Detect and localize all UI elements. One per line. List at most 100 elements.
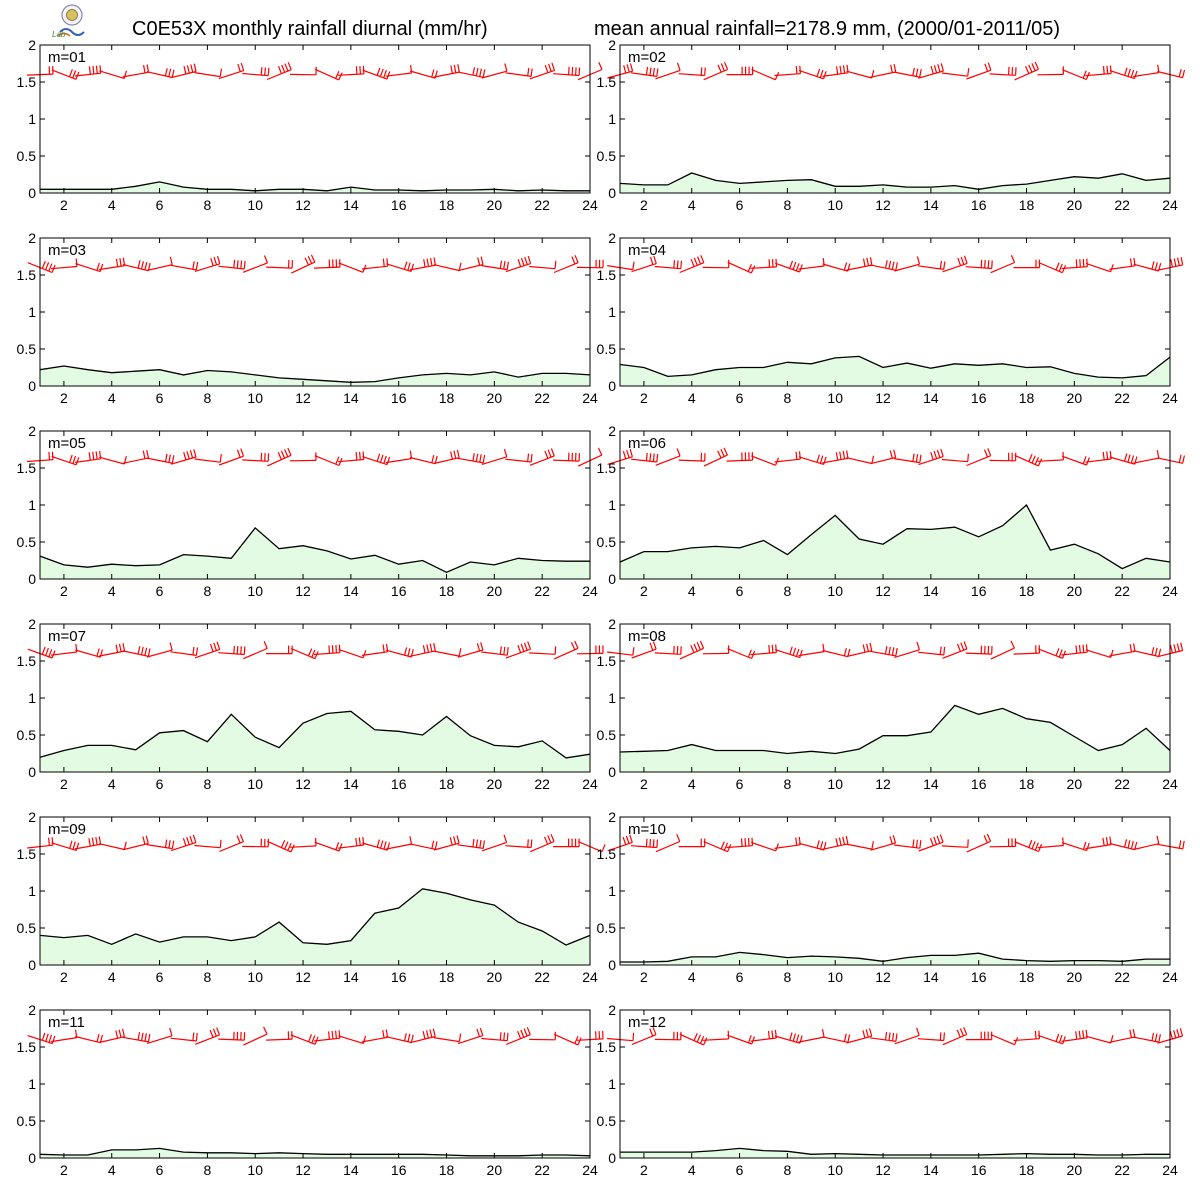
data-point-hour-19 bbox=[469, 374, 471, 376]
data-point-hour-6 bbox=[738, 1147, 740, 1149]
wind-barb bbox=[218, 70, 244, 80]
wind-barb-flag bbox=[893, 449, 897, 458]
wind-barb bbox=[481, 265, 508, 271]
wind-barb-flag bbox=[1038, 1030, 1041, 1039]
wind-barb-flag bbox=[45, 647, 49, 656]
wind-barb bbox=[870, 842, 896, 851]
logo-text: Lab bbox=[52, 30, 66, 39]
wind-barb-flag bbox=[984, 259, 986, 269]
data-point-hour-16 bbox=[398, 563, 400, 565]
wind-barb-flag bbox=[504, 63, 508, 72]
wind-barb bbox=[846, 1035, 872, 1044]
wind-barb-flag bbox=[122, 643, 126, 652]
x-tick-label: 20 bbox=[487, 776, 503, 792]
data-point-hour-16 bbox=[978, 952, 980, 954]
wind-barb-flag bbox=[574, 255, 579, 263]
wind-barb-flag bbox=[544, 450, 549, 459]
wind-barb-flag bbox=[433, 642, 436, 652]
x-tick-label: 2 bbox=[60, 969, 68, 985]
wind-barb bbox=[529, 265, 556, 270]
wind-barb-flag bbox=[865, 1029, 869, 1038]
data-point-hour-8 bbox=[206, 555, 208, 557]
wind-barb-flag bbox=[696, 642, 701, 650]
data-point-hour-2 bbox=[63, 936, 65, 938]
wind-barb-flag bbox=[1173, 644, 1177, 653]
wind-barb-flag bbox=[598, 61, 603, 70]
wind-barb-flag bbox=[240, 646, 242, 655]
data-point-hour-23 bbox=[565, 1154, 567, 1156]
wind-barb-flag bbox=[192, 834, 197, 843]
wind-barb bbox=[631, 263, 657, 273]
x-tick-label: 18 bbox=[1019, 1162, 1035, 1178]
wind-barb-flag bbox=[449, 837, 453, 846]
wind-barb-flag bbox=[987, 260, 990, 269]
x-tick-label: 14 bbox=[343, 776, 359, 792]
wind-barb-flag bbox=[407, 648, 411, 657]
wind-barb-flag bbox=[1058, 1034, 1063, 1043]
wind-barb bbox=[51, 455, 77, 466]
x-tick-label: 10 bbox=[247, 583, 263, 599]
wind-barb bbox=[1133, 843, 1159, 851]
x-tick-label: 12 bbox=[875, 197, 891, 213]
x-tick-label: 20 bbox=[487, 583, 503, 599]
wind-barb bbox=[433, 264, 460, 272]
wind-barb-flag bbox=[775, 644, 777, 653]
wind-barb-flag bbox=[1028, 839, 1033, 848]
wind-barb-flag bbox=[115, 1030, 119, 1039]
wind-barb-flag bbox=[51, 650, 56, 659]
wind-barb-flag bbox=[362, 1035, 367, 1044]
data-point-hour-12 bbox=[882, 184, 884, 186]
wind-barb bbox=[726, 459, 753, 462]
wind-barb bbox=[798, 651, 825, 657]
wind-barb-flag bbox=[1082, 841, 1087, 850]
x-tick-label: 24 bbox=[1162, 969, 1178, 985]
wind-barb-flag bbox=[41, 1032, 46, 1041]
wind-barb-flag bbox=[842, 450, 846, 460]
wind-barb-flag bbox=[1129, 258, 1133, 267]
data-point-hour-21 bbox=[517, 1155, 519, 1157]
wind-barb-flag bbox=[503, 448, 508, 457]
wind-barb bbox=[290, 1034, 316, 1045]
wind-barb bbox=[774, 458, 801, 463]
wind-barb-flag bbox=[1106, 451, 1109, 460]
x-tick-label: 6 bbox=[156, 197, 164, 213]
wind-barb bbox=[433, 457, 460, 465]
wind-barb-flag bbox=[816, 68, 821, 77]
wind-barb-flag bbox=[1133, 643, 1136, 652]
wind-barb-flag bbox=[1078, 1030, 1081, 1039]
data-point-hour-8 bbox=[786, 179, 788, 181]
wind-barbs bbox=[606, 1026, 1184, 1046]
data-point-hour-10 bbox=[254, 736, 256, 738]
x-tick-label: 4 bbox=[688, 390, 696, 406]
rainfall-line bbox=[620, 951, 1170, 963]
x-tick-label: 10 bbox=[827, 390, 843, 406]
wind-barb bbox=[99, 456, 125, 465]
wind-barb-flag bbox=[236, 835, 241, 844]
data-point-hour-15 bbox=[374, 1153, 376, 1155]
wind-barb bbox=[727, 1034, 753, 1045]
wind-barb bbox=[1037, 844, 1064, 849]
wind-barb-flag bbox=[95, 836, 98, 846]
wind-barb-flag bbox=[216, 641, 221, 650]
data-point-hour-6 bbox=[738, 366, 740, 368]
data-point-hour-10 bbox=[834, 514, 836, 516]
wind-barb bbox=[74, 72, 101, 77]
data-point-hour-23 bbox=[565, 372, 567, 374]
data-point-hour-7 bbox=[762, 749, 764, 751]
wind-barb-flag bbox=[795, 1034, 800, 1043]
wind-barb-flag bbox=[195, 647, 199, 656]
data-point-hour-13 bbox=[906, 528, 908, 530]
x-tick-label: 24 bbox=[582, 583, 598, 599]
wind-barb-flag bbox=[740, 838, 743, 847]
y-tick-label: 2 bbox=[608, 37, 616, 53]
wind-barb-flag bbox=[137, 1032, 141, 1041]
x-tick-label: 20 bbox=[487, 197, 503, 213]
x-tick-label: 14 bbox=[923, 583, 939, 599]
wind-barb bbox=[75, 649, 101, 658]
wind-barb-flag bbox=[210, 258, 214, 266]
wind-barb bbox=[385, 1036, 412, 1044]
wind-barb-flag bbox=[1151, 261, 1155, 270]
wind-barb bbox=[74, 458, 101, 463]
